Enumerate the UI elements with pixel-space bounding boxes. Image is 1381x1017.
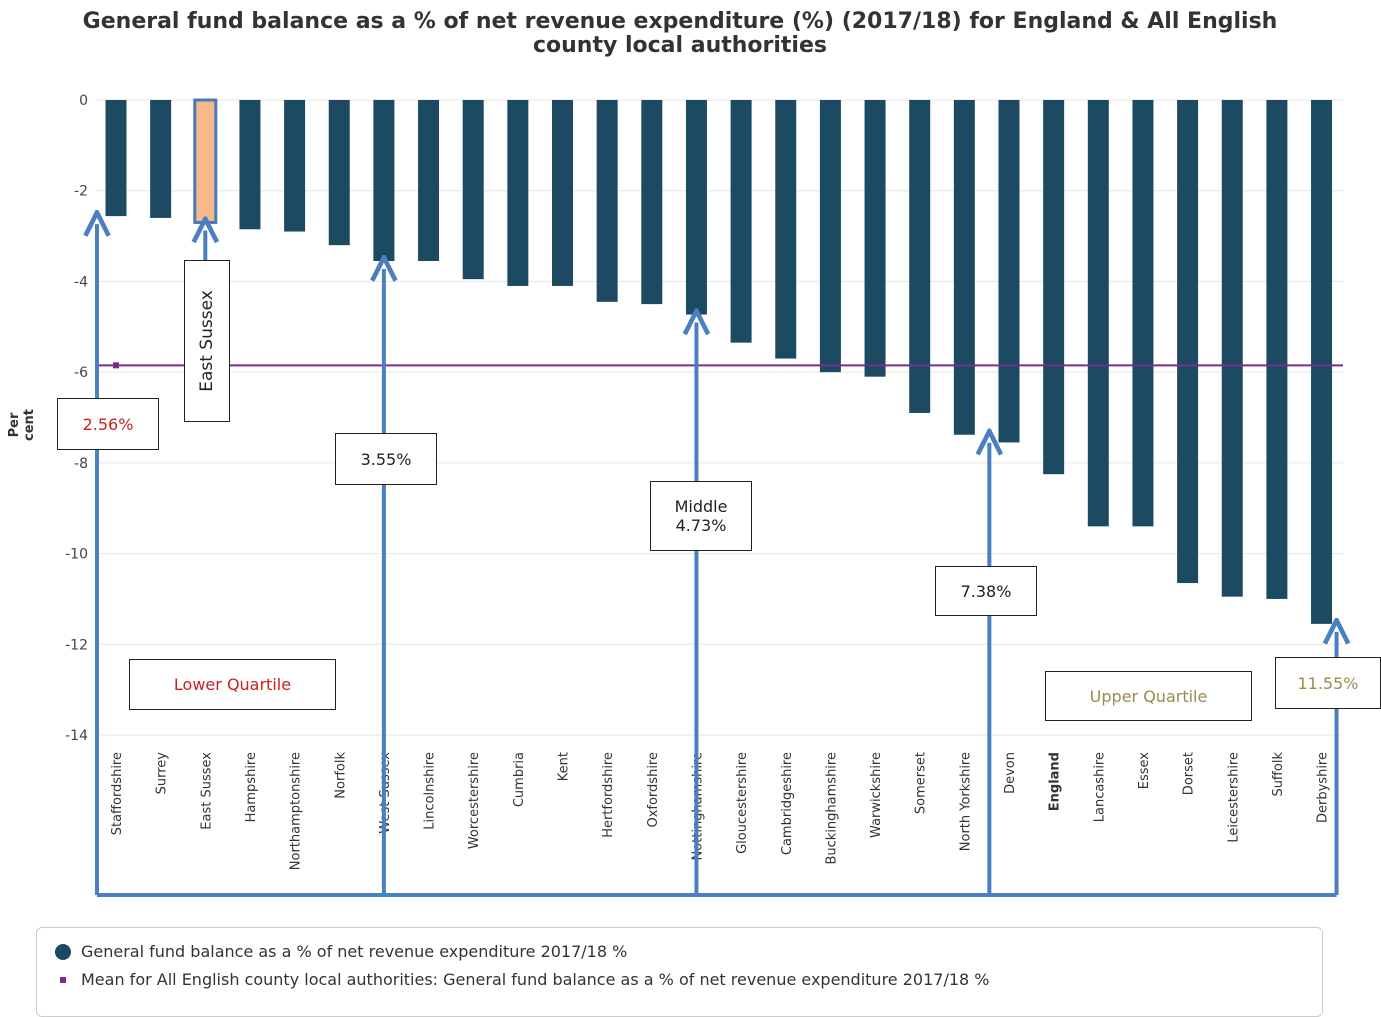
annotation-q2-value: 3.55% xyxy=(335,433,437,485)
bar-northamptonshire[interactable] xyxy=(284,100,306,232)
x-tick-label: Lancashire xyxy=(1092,752,1107,822)
legend-item-mean[interactable]: Mean for All English county local author… xyxy=(55,970,989,989)
bar-chart: 0 -2 -4 -6 -8 -10 -12 -14 Staffordshire Surrey Ea… xyxy=(65,93,1381,897)
chart-title-line2: county local authorities xyxy=(532,33,827,58)
x-tick-label: Kent xyxy=(557,752,572,781)
x-tick-label: Cumbria xyxy=(512,752,527,807)
x-tick-label: Somerset xyxy=(914,752,929,814)
bar-devon[interactable] xyxy=(998,100,1020,443)
bar-north-yorkshire[interactable] xyxy=(953,100,975,435)
legend-item-series[interactable]: General fund balance as a % of net reven… xyxy=(55,942,627,961)
bar-kent[interactable] xyxy=(552,100,573,286)
bar-suffolk[interactable] xyxy=(1266,100,1288,599)
annotation-upper-quartile: Upper Quartile xyxy=(1045,671,1252,721)
y-tick-label: -12 xyxy=(65,637,88,653)
bar-worcestershire[interactable] xyxy=(462,100,484,280)
x-tick-label: Worcestershire xyxy=(467,752,482,849)
x-tick-label: Northamptonshire xyxy=(289,752,304,870)
x-tick-label: Staffordshire xyxy=(110,752,125,835)
annotation-lower-quartile: Lower Quartile xyxy=(129,659,336,710)
bar-buckinghamshire[interactable] xyxy=(819,100,841,373)
legend-item-mean-label: Mean for All English county local author… xyxy=(81,970,990,989)
bar-hertfordshire[interactable] xyxy=(596,100,618,302)
bar-cambridgeshire[interactable] xyxy=(775,100,797,359)
x-tick-label: Derbyshire xyxy=(1316,752,1331,823)
chart-title: General fund balance as a % of net reven… xyxy=(0,10,1360,58)
x-tick-label: Surrey xyxy=(155,752,170,795)
chart-title-line1: General fund balance as a % of net reven… xyxy=(82,9,1278,34)
x-tick-label: Cambridgeshire xyxy=(780,752,795,855)
bar-west-sussex[interactable] xyxy=(373,100,395,262)
x-tick-label: Dorset xyxy=(1182,752,1197,795)
annotation-east-sussex: East Sussex xyxy=(184,260,230,422)
x-tick-label: East Sussex xyxy=(199,752,214,830)
bar-surrey[interactable] xyxy=(150,100,172,218)
x-tick-label: Norfolk xyxy=(333,752,348,799)
bar-hampshire[interactable] xyxy=(239,100,261,230)
y-tick-label: -8 xyxy=(74,456,88,472)
annotation-middle-value: 4.73% xyxy=(675,516,727,535)
bar-oxfordshire[interactable] xyxy=(641,100,663,305)
bar-east-sussex[interactable] xyxy=(193,98,218,224)
x-tick-label: Buckinghamshire xyxy=(824,752,839,865)
bar-lincolnshire[interactable] xyxy=(418,100,440,262)
bar-essex[interactable] xyxy=(1132,100,1154,527)
x-tick-label: North Yorkshire xyxy=(958,752,973,851)
y-tick-label: -6 xyxy=(74,365,88,381)
x-tick-label: Hertfordshire xyxy=(601,752,616,838)
annotation-q3-value: 7.38% xyxy=(935,566,1037,616)
x-tick-label: Essex xyxy=(1137,752,1152,790)
bar-cumbria[interactable] xyxy=(507,100,529,286)
x-tick-label: Oxfordshire xyxy=(646,752,661,828)
bar-somerset[interactable] xyxy=(909,100,931,413)
legend-item-series-label: General fund balance as a % of net reven… xyxy=(81,942,628,961)
x-tick-label: Devon xyxy=(1003,752,1018,794)
y-tick-label: -4 xyxy=(74,274,88,290)
x-tick-label: Hampshire xyxy=(244,752,259,822)
bar-derbyshire[interactable] xyxy=(1311,100,1333,624)
x-tick-label: England xyxy=(1048,752,1063,811)
annotation-middle: Middle 4.73% xyxy=(650,481,752,551)
x-tick-label: Lincolnshire xyxy=(423,752,438,830)
bar-warwickshire[interactable] xyxy=(864,100,886,377)
series-marker-icon xyxy=(55,943,71,960)
annotation-q4-value: 11.55% xyxy=(1275,657,1381,709)
bar-gloucestershire[interactable] xyxy=(730,100,752,343)
x-tick-label: Suffolk xyxy=(1271,752,1286,797)
x-tick-label: Leicestershire xyxy=(1226,752,1241,843)
annotation-east-sussex-label: East Sussex xyxy=(197,290,217,392)
bar-nottinghamshire[interactable] xyxy=(685,100,707,315)
x-tick-label: Warwickshire xyxy=(869,752,884,838)
bar-dorset[interactable] xyxy=(1177,100,1199,584)
annotation-middle-label: Middle xyxy=(674,497,728,516)
bar-lancashire[interactable] xyxy=(1087,100,1109,527)
bar-norfolk[interactable] xyxy=(328,100,350,246)
bar-england[interactable] xyxy=(1043,100,1065,475)
y-tick-label: -2 xyxy=(74,184,88,200)
x-tick-label: Gloucestershire xyxy=(735,752,750,854)
annotation-q1-value: 2.56% xyxy=(57,398,159,450)
y-tick-label: 0 xyxy=(79,93,88,109)
mean-marker-icon xyxy=(60,976,66,983)
y-tick-label: -10 xyxy=(65,547,88,563)
mean-marker xyxy=(113,362,119,369)
y-tick-label: -14 xyxy=(65,728,88,744)
bar-leicestershire[interactable] xyxy=(1221,100,1243,597)
bar-staffordshire[interactable] xyxy=(105,100,127,217)
legend: General fund balance as a % of net reven… xyxy=(36,927,1323,1017)
